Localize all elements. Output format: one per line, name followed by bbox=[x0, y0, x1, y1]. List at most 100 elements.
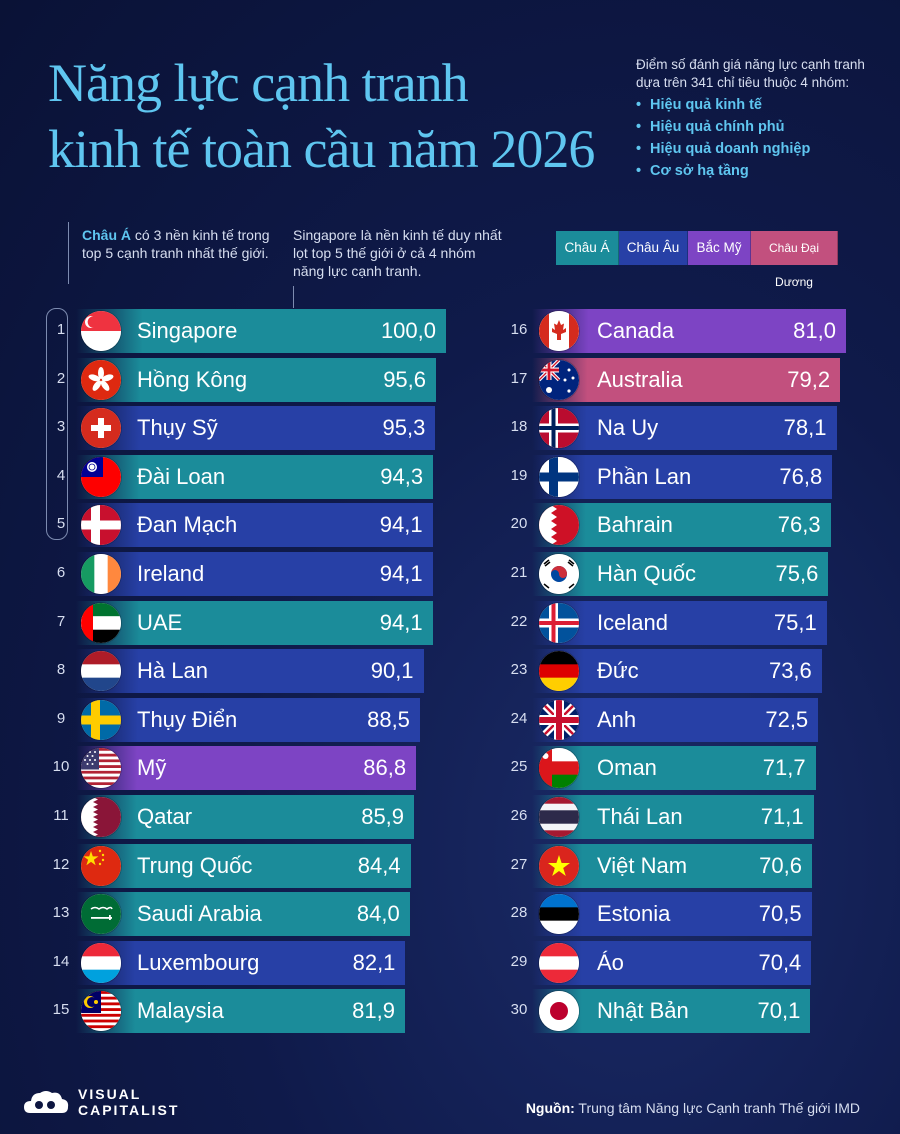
value-label: 72,5 bbox=[765, 706, 809, 732]
japan-flag-icon bbox=[539, 991, 579, 1032]
rank-label: 17 bbox=[510, 369, 528, 387]
value-label: 70,5 bbox=[758, 901, 802, 927]
rank-label: 16 bbox=[510, 321, 528, 338]
rank-label: 4 bbox=[56, 466, 66, 484]
rank-label: 23 bbox=[510, 661, 528, 679]
rank-label: 27 bbox=[510, 855, 528, 873]
bar-6 bbox=[76, 552, 433, 596]
logo-text-bottom: CAPITALIST bbox=[78, 1102, 180, 1118]
usa-flag-icon bbox=[81, 748, 121, 789]
rank-label: 20 bbox=[510, 515, 528, 533]
value-label: 94,1 bbox=[379, 561, 423, 586]
south-korea-flag-icon bbox=[539, 554, 579, 594]
country-name: Oman bbox=[597, 755, 657, 781]
singapore-note: Singapore là nền kinh tế duy nhất lọt to… bbox=[293, 227, 502, 279]
title-line-2: kinh tế toàn cầu năm 2026 bbox=[48, 119, 595, 179]
rank-label: 1 bbox=[56, 321, 66, 338]
bar-14 bbox=[76, 940, 406, 985]
vietnam-flag-icon bbox=[539, 845, 579, 886]
cloud-logo-icon bbox=[24, 1091, 69, 1113]
logo-text-top: VISUAL bbox=[78, 1086, 142, 1102]
region-legend: Châu Á Châu Âu Bắc Mỹ Châu Đại Dương bbox=[556, 231, 838, 289]
legend-europe: Châu Âu bbox=[619, 231, 688, 265]
source-note: Nguồn: Trung tâm Năng lực Cạnh tranh Thế… bbox=[526, 1100, 860, 1116]
legend-oceania: Châu Đại Dương bbox=[751, 231, 838, 289]
country-name: Iceland bbox=[597, 609, 668, 635]
methodology-item: Cơ sở hạ tầng bbox=[636, 160, 886, 182]
legend-asia: Châu Á bbox=[556, 231, 619, 265]
rank-label: 2 bbox=[56, 369, 66, 387]
asia-note-line bbox=[68, 222, 69, 284]
bar-8 bbox=[76, 649, 424, 694]
norway-flag-icon bbox=[539, 408, 579, 449]
source-label: Nguồn: bbox=[525, 1100, 575, 1116]
value-label: 78,1 bbox=[783, 415, 827, 441]
visual-capitalist-logo: VISUAL CAPITALIST bbox=[22, 1086, 179, 1118]
value-label: 75,1 bbox=[773, 609, 817, 635]
methodology-list: Hiệu quả kinh tế Hiệu quả chính phủ Hiệu… bbox=[636, 94, 886, 182]
legend-north-america: Bắc Mỹ bbox=[688, 231, 751, 265]
taiwan-flag-icon bbox=[81, 456, 121, 497]
switzerland-flag-icon bbox=[81, 408, 121, 449]
rank-label: 19 bbox=[510, 466, 528, 484]
bar-15 bbox=[76, 989, 405, 1034]
country-name: Phần Lan bbox=[597, 463, 692, 489]
country-name: Australia bbox=[597, 366, 683, 392]
asia-note-highlight: Châu Á bbox=[82, 227, 131, 243]
country-name: Anh bbox=[597, 706, 637, 732]
uae-flag-icon bbox=[81, 602, 121, 643]
rank-label: 13 bbox=[52, 904, 70, 922]
value-label: 81,9 bbox=[352, 998, 395, 1024]
rank-label: 11 bbox=[53, 807, 69, 824]
value-label: 71,1 bbox=[760, 804, 804, 829]
luxembourg-flag-icon bbox=[81, 942, 121, 983]
country-name: Trung Quốc bbox=[137, 852, 253, 878]
rank-label: 10 bbox=[52, 758, 70, 776]
value-label: 75,6 bbox=[775, 561, 819, 586]
bar-4 bbox=[76, 454, 434, 499]
country-name: Malaysia bbox=[137, 998, 224, 1024]
country-name: Ireland bbox=[137, 561, 205, 586]
value-label: 82,1 bbox=[352, 949, 396, 975]
bar-10 bbox=[76, 746, 417, 791]
methodology-item: Hiệu quả kinh tế bbox=[636, 94, 886, 116]
country-name: Canada bbox=[597, 318, 675, 343]
bar-18 bbox=[532, 406, 837, 451]
country-name: Estonia bbox=[597, 901, 671, 927]
rank-label: 24 bbox=[510, 709, 528, 727]
malaysia-flag-icon bbox=[81, 991, 121, 1032]
value-label: 71,7 bbox=[762, 755, 806, 781]
rank-label: 5 bbox=[56, 515, 66, 533]
country-name: Hồng Kông bbox=[137, 366, 248, 392]
canada-flag-icon bbox=[539, 311, 579, 351]
country-name: Singapore bbox=[137, 318, 238, 343]
bar-7 bbox=[76, 600, 433, 645]
rank-label: 26 bbox=[510, 807, 528, 824]
rank-label: 12 bbox=[52, 855, 70, 873]
estonia-flag-icon bbox=[539, 894, 579, 935]
bar-13 bbox=[76, 892, 410, 937]
singapore-note-line bbox=[293, 286, 294, 308]
rank-label: 15 bbox=[52, 1001, 70, 1019]
country-name: Mỹ bbox=[137, 755, 167, 781]
value-label: 84,4 bbox=[357, 852, 401, 878]
page-title: Năng lực cạnh tranh kinh tế toàn cầu năm… bbox=[48, 50, 608, 182]
hong-kong-flag-icon bbox=[81, 359, 121, 400]
methodology-item: Hiệu quả chính phủ bbox=[636, 116, 886, 138]
value-label: 94,1 bbox=[379, 512, 423, 538]
uk-flag-icon bbox=[539, 699, 579, 740]
country-name: Bahrain bbox=[597, 512, 673, 538]
bar-17 bbox=[532, 357, 841, 402]
saudi-arabia-flag-icon bbox=[81, 894, 121, 935]
country-name: Hà Lan bbox=[137, 658, 208, 684]
methodology-note: Điểm số đánh giá năng lực cạnh tranh dựa… bbox=[636, 56, 886, 182]
country-name: Qatar bbox=[137, 804, 193, 829]
country-name: Na Uy bbox=[597, 415, 659, 441]
value-label: 86,8 bbox=[363, 755, 407, 781]
value-label: 94,3 bbox=[380, 463, 424, 489]
value-label: 94,1 bbox=[379, 609, 423, 635]
methodology-intro: Điểm số đánh giá năng lực cạnh tranh dựa… bbox=[636, 57, 865, 90]
bar-21 bbox=[532, 552, 829, 596]
country-name: Hàn Quốc bbox=[597, 561, 697, 586]
bar-3 bbox=[76, 406, 436, 451]
